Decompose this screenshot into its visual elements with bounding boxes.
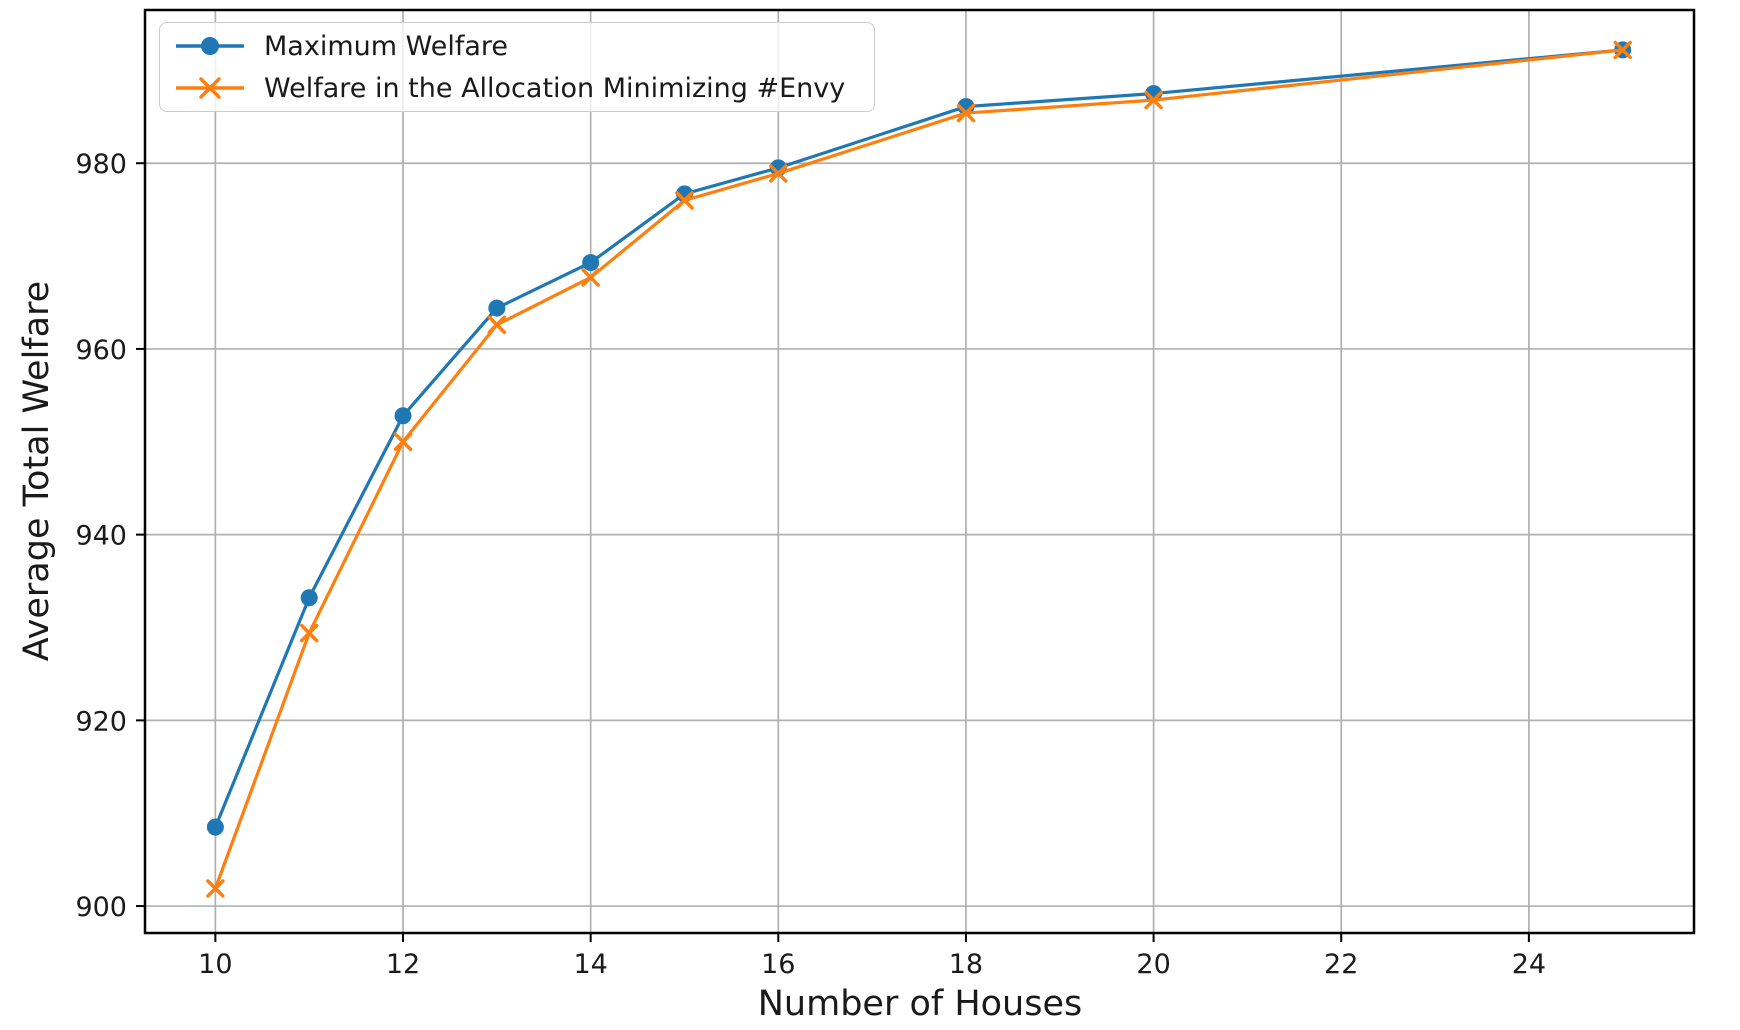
- data-point-circle: [394, 407, 412, 425]
- x-tick-label: 22: [1324, 949, 1358, 980]
- data-point-x: [487, 315, 507, 335]
- x-tick-label: 14: [573, 949, 607, 980]
- x-axis-label: Number of Houses: [757, 984, 1083, 1024]
- x-tick-label: 12: [386, 949, 420, 980]
- y-axis-label: Average Total Welfare: [17, 280, 57, 662]
- data-point-x: [206, 879, 225, 898]
- data-point-x: [1613, 40, 1632, 60]
- data-point-circle: [300, 589, 318, 607]
- data-point-x: [956, 103, 976, 123]
- x-tick-label: 20: [1136, 949, 1170, 980]
- legend-label-min-envy-welfare: Welfare in the Allocation Minimizing #En…: [264, 72, 846, 104]
- plot-border: [143, 8, 1696, 935]
- legend-label-maximum-welfare: Maximum Welfare: [264, 30, 509, 62]
- data-point-circle: [206, 818, 224, 836]
- data-point-x: [393, 432, 413, 452]
- series-line-1: [213, 48, 1623, 828]
- data-point-x: [581, 268, 600, 287]
- legend-item-maximum-welfare: Maximum Welfare: [174, 25, 874, 67]
- series-line-2: [213, 48, 1623, 889]
- y-tick-label: 940: [75, 521, 127, 552]
- data-point-circle: [582, 254, 600, 272]
- data-point-x: [1144, 90, 1163, 110]
- legend-item-min-envy-welfare: Welfare in the Allocation Minimizing #En…: [174, 67, 874, 109]
- y-tick-label: 900: [75, 892, 127, 923]
- y-tick-label: 960: [75, 335, 127, 366]
- data-point-x: [675, 191, 694, 210]
- x-tick-label: 24: [1512, 949, 1546, 980]
- x-tick-label: 16: [761, 949, 795, 980]
- data-point-x: [769, 164, 788, 183]
- data-point-x: [299, 623, 319, 643]
- data-point-circle: [488, 299, 506, 317]
- y-tick-label: 980: [75, 149, 127, 180]
- x-tick-label: 18: [949, 949, 983, 980]
- legend-line-circle-icon: [176, 37, 244, 55]
- x-tick-label: 10: [198, 949, 232, 980]
- legend-box: Maximum Welfare Welfare in the Allocatio…: [159, 22, 875, 112]
- y-tick-label: 920: [75, 706, 127, 737]
- legend-line-x-icon: [176, 77, 244, 99]
